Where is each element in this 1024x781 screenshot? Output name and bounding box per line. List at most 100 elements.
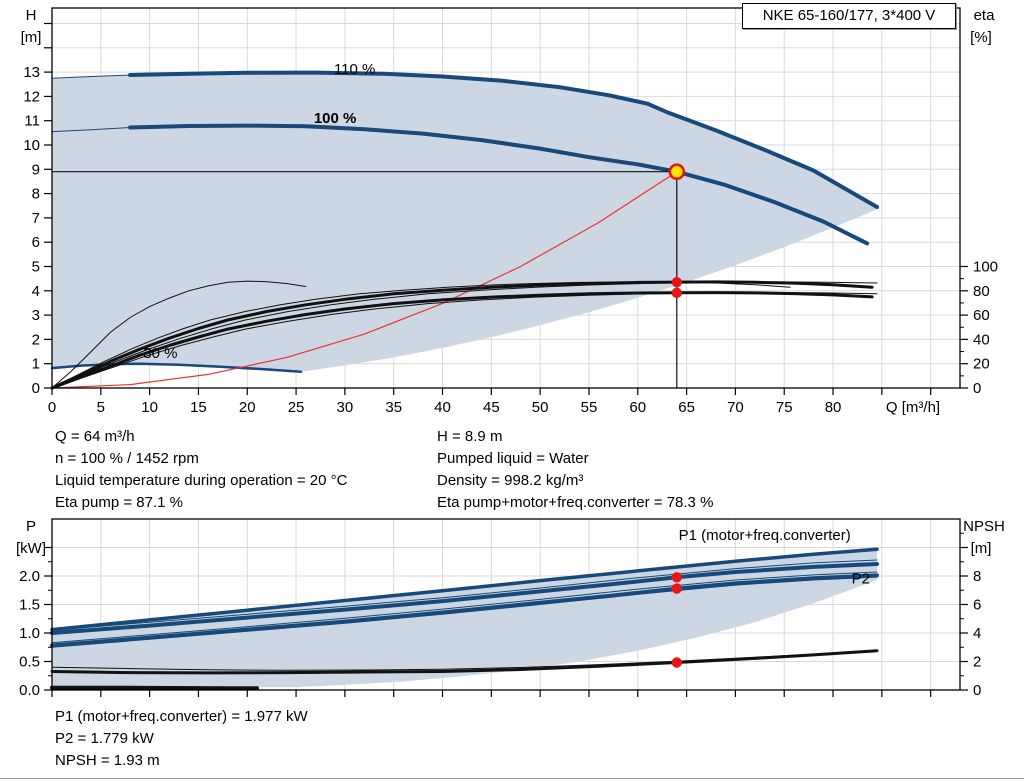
qh-y-left-tick-label: 0 [32, 380, 40, 397]
qh-x-tick-label: 35 [385, 399, 402, 416]
qh-speed-envelope-fill [52, 72, 877, 372]
pw-npsh-curve [50, 649, 879, 675]
pw-operating-point-marker [671, 572, 683, 583]
pw-p2-100pct [50, 573, 879, 648]
pw-power-envelope-fill [52, 549, 877, 688]
pw-annotation-p1-motor-freq-converter-: P1 (motor+freq.converter) [679, 527, 851, 544]
qh-x-tick-label: 55 [581, 399, 598, 416]
pw-y-left-axis-title: [kW] [16, 540, 46, 557]
qh-y-right-tick-label: 60 [973, 307, 990, 324]
qh-x-axis-title: Q [m³/h] [886, 399, 940, 416]
duty-info-right: H = 8.9 m Pumped liquid = Water Density … [437, 426, 713, 514]
info-line-eta-total: Eta pump+motor+freq.converter = 78.3 % [437, 494, 714, 511]
qh-y-right-tick-label: 100 [973, 259, 998, 276]
qh-annotation-110-: 110 % [334, 61, 375, 78]
qh-curve-110pct-thin [51, 74, 131, 79]
qh-x-tick-label: 60 [629, 399, 646, 416]
qh-y-left-tick-label: 12 [23, 88, 40, 105]
qh-x-tick-label: 50 [532, 399, 549, 416]
pw-y-right-tick-label: 2 [973, 654, 981, 671]
qh-y-right-tick-label: 0 [973, 380, 981, 397]
info-line-speed: n = 100 % / 1452 rpm [55, 450, 199, 467]
qh-y-left-tick-label: 2 [32, 331, 40, 348]
qh-x-tick-label: 65 [678, 399, 695, 416]
qh-operating-point-marker [671, 276, 683, 288]
qh-y-left-tick-label: 1 [32, 356, 40, 373]
info-line-eta-pump: Eta pump = 87.1 % [55, 494, 183, 511]
info-line-temperature: Liquid temperature during operation = 20… [55, 472, 348, 489]
qh-system-curve [51, 171, 678, 389]
pw-y-right-tick-label: 0 [973, 682, 981, 699]
qh-y-left-tick-label: 9 [32, 161, 40, 178]
qh-y-right-tick-label: 40 [973, 331, 990, 348]
qh-x-tick-label: 40 [434, 399, 451, 416]
pw-y-left-tick-label: 0.0 [19, 682, 40, 699]
qh-y-left-tick-label: 6 [32, 234, 40, 251]
qh-curve-110pct [128, 70, 879, 209]
qh-y-left-tick-label: 8 [32, 186, 40, 203]
qh-x-tick-label: 5 [97, 399, 105, 416]
pump-model-title: NKE 65-160/177, 3*400 V [742, 3, 956, 29]
pw-y-right-axis-title: NPSH [963, 518, 1005, 535]
pw-p2-110pct-thin [51, 571, 878, 644]
pw-operating-point-marker [671, 583, 683, 594]
qh-x-tick-label: 0 [48, 399, 56, 416]
pw-y-left-tick-label: 1.5 [19, 597, 40, 614]
power-info: P1 (motor+freq.converter) = 1.977 kW P2 … [55, 706, 308, 772]
pw-y-right-tick-label: 8 [973, 568, 981, 585]
qh-x-tick-label: 30 [337, 399, 354, 416]
info-line-head: H = 8.9 m [437, 428, 503, 445]
bottom-divider [0, 778, 1024, 779]
pw-chart-group: 0.0 0.5 1.0 1.5 2.0 0 2 4 6 8 P [kW] NPSH [m] P1 (moto… [16, 518, 1005, 699]
qh-y-left-tick-label: 5 [32, 259, 40, 276]
qh-x-tick-label: 10 [141, 399, 158, 416]
qh-x-tick-label: 20 [239, 399, 256, 416]
info-line-liquid: Pumped liquid = Water [437, 450, 589, 467]
pw-p1-110pct [50, 547, 879, 632]
qh-y-right-axis-title: eta [974, 7, 996, 24]
qh-duty-point-marker [668, 163, 686, 181]
qh-eta-total-100 [50, 291, 874, 390]
qh-y-left-axis-title: [m] [21, 29, 42, 46]
qh-curve-100pct [128, 123, 870, 246]
pw-y-right-tick-label: 4 [973, 625, 981, 642]
pw-y-left-axis-title: P [26, 518, 36, 535]
qh-y-left-tick-label: 11 [24, 113, 40, 130]
qh-y-right-tick-label: 20 [973, 356, 990, 373]
qh-x-tick-label: 25 [288, 399, 305, 416]
qh-operating-point-marker [671, 287, 683, 299]
qh-y-left-tick-label: 10 [23, 137, 40, 154]
qh-y-right-axis-title: [%] [970, 29, 992, 46]
qh-plot-border [51, 7, 961, 389]
info-line-p2: P2 = 1.779 kW [55, 730, 154, 747]
pw-y-left-tick-label: 2.0 [19, 568, 40, 585]
info-line-npsh: NPSH = 1.93 m [55, 752, 160, 769]
qh-curve-min-speed [50, 362, 303, 373]
qh-eta-arc-min-speed [51, 280, 307, 389]
duty-info-left: Q = 64 m³/h n = 100 % / 1452 rpm Liquid … [55, 426, 347, 514]
qh-eta-pump-100 [50, 280, 874, 390]
qh-curve-100pct-thin [51, 127, 131, 133]
pw-y-right-tick-label: 6 [973, 597, 981, 614]
qh-x-tick-label: 70 [727, 399, 744, 416]
qh-x-tick-label: 75 [776, 399, 793, 416]
info-line-density: Density = 998.2 kg/m³ [437, 472, 584, 489]
qh-chart-group: 0 5 10 15 20 25 30 35 40 45 50 55 60 65 70 75 8001234567… [21, 7, 998, 416]
qh-annotation-30-: 30 % [143, 345, 177, 362]
info-line-flow: Q = 64 m³/h [55, 428, 135, 445]
qh-annotation-100-: 100 % [314, 110, 357, 127]
pw-p-min-speed [50, 685, 259, 691]
qh-y-left-tick-label: 4 [32, 283, 40, 300]
qh-y-left-axis-title: H [26, 7, 37, 24]
qh-y-left-tick-label: 7 [32, 210, 40, 227]
qh-x-tick-label: 45 [483, 399, 500, 416]
qh-y-right-tick-label: 80 [973, 283, 990, 300]
info-line-p1: P1 (motor+freq.converter) = 1.977 kW [55, 708, 308, 725]
pw-y-left-tick-label: 0.5 [19, 654, 40, 671]
qh-x-tick-label: 15 [190, 399, 207, 416]
pw-p1-100pct-thin [51, 559, 878, 631]
pw-y-right-axis-title: [m] [971, 540, 992, 557]
qh-y-left-tick-label: 13 [23, 64, 40, 81]
